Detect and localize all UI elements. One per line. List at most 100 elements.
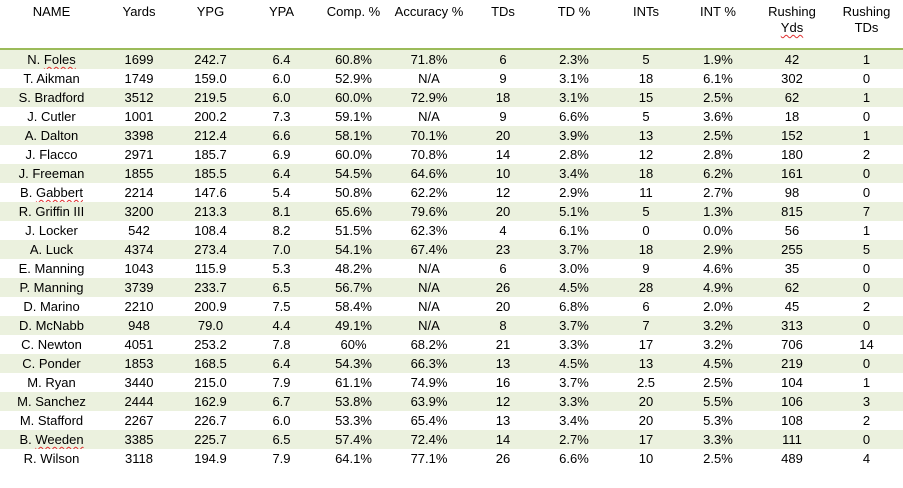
cell-ints: 9 — [610, 259, 682, 278]
cell-comp-pct: 51.5% — [317, 221, 390, 240]
player-surname: Aikman — [36, 71, 80, 86]
table-row: S. Bradford 3512 219.5 6.0 60.0% 72.9% 18 3.1% 1… — [0, 88, 903, 107]
player-initial: S. — [18, 90, 35, 105]
cell-int-pct: 2.0% — [682, 297, 754, 316]
cell-ypa: 6.5 — [246, 278, 317, 297]
cell-comp-pct: 60.0% — [317, 88, 390, 107]
cell-comp-pct: 52.9% — [317, 69, 390, 88]
player-name-cell: A. Dalton — [0, 126, 103, 145]
player-name-cell: C. Newton — [0, 335, 103, 354]
cell-comp-pct: 60% — [317, 335, 390, 354]
cell-comp-pct: 53.8% — [317, 392, 390, 411]
cell-tds: 21 — [468, 335, 538, 354]
cell-tds: 16 — [468, 373, 538, 392]
player-surname: Manning — [33, 280, 84, 295]
player-initial: A. — [29, 242, 46, 257]
cell-accuracy-pct: N/A — [390, 297, 468, 316]
cell-comp-pct: 54.1% — [317, 240, 390, 259]
cell-accuracy-pct: 79.6% — [390, 202, 468, 221]
player-name-cell: C. Ponder — [0, 354, 103, 373]
cell-accuracy-pct: 71.8% — [390, 49, 468, 69]
cell-accuracy-pct: 67.4% — [390, 240, 468, 259]
cell-comp-pct: 50.8% — [317, 183, 390, 202]
player-surname: Dalton — [40, 128, 79, 143]
player-name-cell: M. Ryan — [0, 373, 103, 392]
cell-tds: 13 — [468, 354, 538, 373]
table-row: C. Ponder 1853 168.5 6.4 54.3% 66.3% 13 4.5% 13 4… — [0, 354, 903, 373]
cell-ints: 20 — [610, 392, 682, 411]
cell-rushing-tds: 7 — [830, 202, 903, 221]
cell-yards: 1001 — [103, 107, 175, 126]
cell-int-pct: 2.7% — [682, 183, 754, 202]
cell-rushing-tds: 2 — [830, 411, 903, 430]
table-body: N. Foles 1699 242.7 6.4 60.8% 71.8% 6 2.3% 5 1.9%… — [0, 49, 903, 468]
cell-tds: 18 — [468, 88, 538, 107]
cell-yards: 1749 — [103, 69, 175, 88]
table-row: J. Locker 542 108.4 8.2 51.5% 62.3% 4 6.1% 0 0.0%… — [0, 221, 903, 240]
cell-tds: 20 — [468, 126, 538, 145]
cell-int-pct: 3.6% — [682, 107, 754, 126]
cell-ypa: 6.0 — [246, 411, 317, 430]
cell-ypg: 200.9 — [175, 297, 246, 316]
cell-tds: 20 — [468, 202, 538, 221]
cell-tds: 12 — [468, 183, 538, 202]
player-initial: J. — [25, 223, 39, 238]
player-initial: D. — [18, 318, 36, 333]
cell-td-pct: 3.7% — [538, 240, 610, 259]
cell-rushing-tds: 0 — [830, 107, 903, 126]
table-row: C. Newton 4051 253.2 7.8 60% 68.2% 21 3.3% 17 3.2… — [0, 335, 903, 354]
player-surname: Freeman — [32, 166, 85, 181]
player-surname: Locker — [38, 223, 78, 238]
player-initial: M. — [19, 413, 38, 428]
table-row: P. Manning 3739 233.7 6.5 56.7% N/A 26 4.5% 28 4.… — [0, 278, 903, 297]
cell-rushing-yds: 815 — [754, 202, 830, 221]
cell-ints: 18 — [610, 69, 682, 88]
cell-int-pct: 0.0% — [682, 221, 754, 240]
cell-ypa: 7.9 — [246, 373, 317, 392]
cell-ypg: 147.6 — [175, 183, 246, 202]
player-initial: J. — [25, 147, 40, 162]
cell-comp-pct: 59.1% — [317, 107, 390, 126]
table-row: B. Weeden 3385 225.7 6.5 57.4% 72.4% 14 2.7% 17 3… — [0, 430, 903, 449]
cell-int-pct: 6.1% — [682, 69, 754, 88]
cell-rushing-yds: 152 — [754, 126, 830, 145]
player-name-cell: M. Sanchez — [0, 392, 103, 411]
cell-tds: 13 — [468, 411, 538, 430]
cell-comp-pct: 48.2% — [317, 259, 390, 278]
cell-tds: 14 — [468, 145, 538, 164]
cell-comp-pct: 64.1% — [317, 449, 390, 468]
cell-yards: 3200 — [103, 202, 175, 221]
cell-ypg: 200.2 — [175, 107, 246, 126]
player-initial: J. — [27, 109, 42, 124]
cell-int-pct: 3.2% — [682, 335, 754, 354]
player-initial: C. — [22, 356, 39, 371]
cell-int-pct: 3.3% — [682, 430, 754, 449]
cell-ypg: 226.7 — [175, 411, 246, 430]
table-row: E. Manning 1043 115.9 5.3 48.2% N/A 6 3.0% 9 4.6%… — [0, 259, 903, 278]
table-row: A. Dalton 3398 212.4 6.6 58.1% 70.1% 20 3.9% 13 2… — [0, 126, 903, 145]
cell-rushing-yds: 302 — [754, 69, 830, 88]
cell-td-pct: 6.1% — [538, 221, 610, 240]
player-name-cell: B. Gabbert — [0, 183, 103, 202]
cell-int-pct: 4.5% — [682, 354, 754, 373]
table-row: D. Marino 2210 200.9 7.5 58.4% N/A 20 6.8% 6 2.0%… — [0, 297, 903, 316]
cell-tds: 8 — [468, 316, 538, 335]
cell-ypa: 6.7 — [246, 392, 317, 411]
cell-ints: 17 — [610, 430, 682, 449]
cell-ypg: 159.0 — [175, 69, 246, 88]
cell-td-pct: 6.8% — [538, 297, 610, 316]
cell-ints: 5 — [610, 107, 682, 126]
cell-int-pct: 2.5% — [682, 449, 754, 468]
cell-td-pct: 3.4% — [538, 164, 610, 183]
cell-tds: 26 — [468, 278, 538, 297]
cell-rushing-tds: 0 — [830, 183, 903, 202]
cell-ypg: 79.0 — [175, 316, 246, 335]
cell-rushing-tds: 4 — [830, 449, 903, 468]
player-initial: M. — [17, 394, 36, 409]
cell-ints: 10 — [610, 449, 682, 468]
player-name-cell: D. McNabb — [0, 316, 103, 335]
cell-yards: 948 — [103, 316, 175, 335]
cell-ypa: 6.0 — [246, 69, 317, 88]
cell-rushing-yds: 161 — [754, 164, 830, 183]
cell-ints: 6 — [610, 297, 682, 316]
